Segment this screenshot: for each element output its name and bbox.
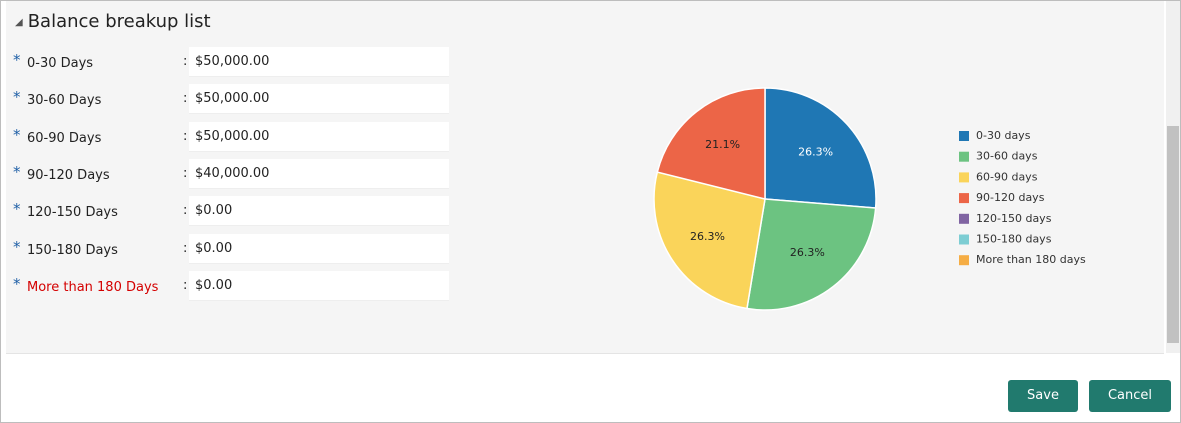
pie-slice (656, 87, 766, 200)
pie-slice (746, 198, 877, 311)
legend-label: 120-150 days (976, 212, 1052, 225)
cancel-button[interactable]: Cancel (1089, 380, 1171, 412)
field-input[interactable]: $40,000.00 (189, 158, 449, 189)
field-input[interactable]: $50,000.00 (189, 84, 449, 115)
required-marker: * (13, 200, 21, 219)
legend-label: More than 180 days (976, 253, 1086, 266)
required-marker: * (13, 274, 21, 293)
save-button[interactable]: Save (1008, 380, 1078, 412)
separator: : (183, 240, 188, 256)
legend-swatch (959, 255, 969, 266)
legend-label: 0-30 days (976, 129, 1031, 142)
field-input[interactable]: $0.00 (189, 233, 449, 264)
separator: : (183, 277, 188, 293)
field-label: More than 180 Days (27, 279, 159, 295)
legend-swatch (959, 151, 969, 162)
field-label: 0-30 Days (27, 56, 94, 71)
field-input[interactable]: $0.00 (189, 270, 449, 301)
required-marker: * (13, 88, 21, 107)
separator: : (183, 165, 188, 181)
legend-label: 30-60 days (976, 150, 1038, 163)
required-marker: * (13, 237, 21, 256)
field-input[interactable]: $50,000.00 (189, 121, 449, 152)
title-text: Balance breakup list (27, 11, 211, 32)
pie-slice (764, 87, 877, 209)
field-label: 60-90 Days (27, 130, 102, 146)
field-input[interactable]: $50,000.00 (189, 47, 449, 77)
legend-swatch (959, 213, 969, 224)
section-title[interactable]: ◢ Balance breakup list (15, 11, 211, 32)
legend-swatch (959, 193, 969, 204)
legend-swatch (959, 172, 969, 183)
field-label: 120-150 Days (27, 205, 118, 221)
legend-swatch (959, 234, 969, 245)
separator: : (183, 91, 188, 107)
field-input[interactable]: $0.00 (189, 196, 449, 227)
field-label: 30-60 Days (27, 93, 102, 109)
required-marker: * (13, 162, 21, 181)
slice-label: 26.3% (798, 145, 833, 158)
slice-label: 26.3% (790, 246, 825, 259)
separator: : (183, 128, 188, 144)
required-marker: * (13, 125, 21, 144)
field-label: 150-180 Days (27, 242, 118, 258)
slice-label: 26.3% (690, 230, 725, 243)
slice-label: 21.1% (705, 138, 740, 151)
separator: : (183, 203, 188, 219)
separator: : (183, 54, 188, 69)
legend-label: 150-180 days (976, 233, 1052, 246)
required-marker: * (13, 51, 21, 69)
legend-label: 90-120 days (976, 191, 1045, 204)
field-label: 90-120 Days (27, 167, 110, 183)
pie-slice (653, 171, 766, 310)
legend-label: 60-90 days (976, 170, 1038, 183)
legend-swatch (959, 131, 969, 141)
scroll-thumb[interactable] (1167, 126, 1179, 343)
